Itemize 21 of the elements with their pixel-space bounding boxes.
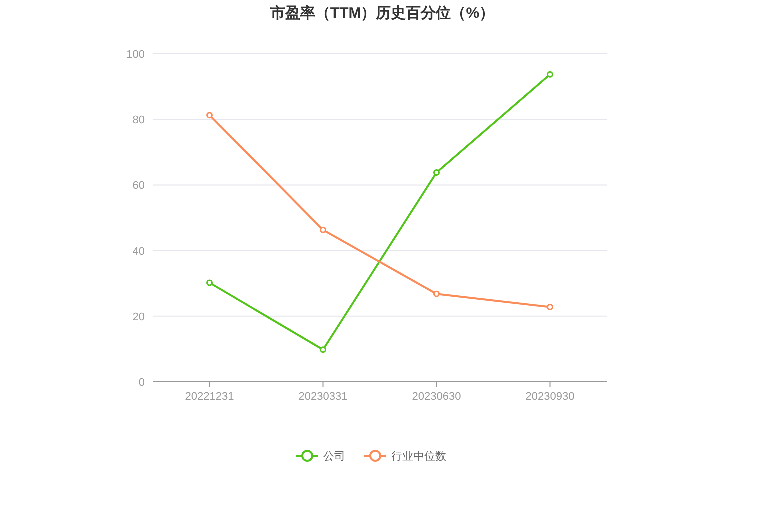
y-tick-label: 40 <box>132 246 145 258</box>
y-tick-label: 100 <box>126 49 145 61</box>
point <box>547 304 554 310</box>
y-tick-label: 80 <box>132 114 145 127</box>
y-tick-label: 20 <box>132 311 145 324</box>
chart-title: 市盈率（TTM）历史百分位（%） <box>269 4 495 22</box>
point <box>320 346 326 354</box>
legend-label: 公司 <box>324 451 346 463</box>
x-tick-label: 20230930 <box>526 391 575 403</box>
point <box>320 226 326 234</box>
point <box>206 280 213 286</box>
point <box>206 112 213 119</box>
point <box>434 169 440 176</box>
x-tick-label: 20230331 <box>298 391 348 403</box>
x-tick-label: 20230630 <box>412 391 462 403</box>
y-tick-label: 0 <box>138 377 145 389</box>
x-tick-label: 20221231 <box>185 391 234 403</box>
legend-label: 行业中位数 <box>392 450 446 463</box>
y-tick-label: 60 <box>132 180 145 192</box>
point <box>434 290 440 298</box>
point <box>547 71 554 78</box>
